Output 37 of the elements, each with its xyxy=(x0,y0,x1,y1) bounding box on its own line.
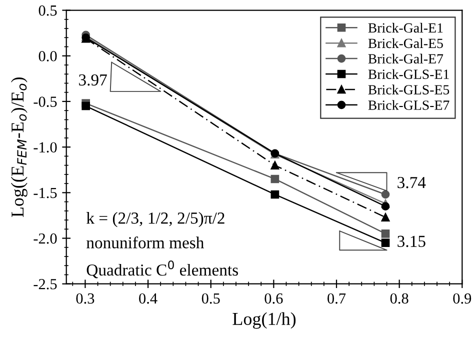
y-tick-label: -1.5 xyxy=(34,188,57,198)
x-tick-label: 0.8 xyxy=(390,293,408,304)
legend-label: Brick-GLS-E5 xyxy=(368,84,450,94)
point xyxy=(381,190,390,199)
x-tick-label: 0.7 xyxy=(328,293,346,304)
legend-label: Brick-Gal-E7 xyxy=(368,54,444,64)
y-tick-label: -0.5 xyxy=(34,96,57,107)
point xyxy=(270,161,280,170)
point xyxy=(381,238,390,247)
x-tick-label: 0.6 xyxy=(264,293,283,304)
annotation: nonuniform mesh xyxy=(86,236,204,248)
annotation: 3.15 xyxy=(398,236,426,248)
point xyxy=(82,102,90,110)
point xyxy=(381,230,390,238)
x-tick-label: 0.4 xyxy=(139,293,158,304)
legend-label: Brick-GLS-E1 xyxy=(368,69,449,79)
y-tick-label: 0.0 xyxy=(38,51,57,62)
point xyxy=(381,213,390,222)
x-tick-label: 0.9 xyxy=(453,293,472,304)
y-tick-label: 0.5 xyxy=(38,5,57,16)
annotation: 3.74 xyxy=(398,176,426,188)
point xyxy=(270,174,280,184)
annotation: k = (2/3, 1/2, 2/5)π/2 xyxy=(86,212,224,228)
x-axis-title: Log(1/h) xyxy=(232,312,296,329)
y-tick-label: -2.5 xyxy=(34,279,57,290)
legend-label: Brick-GLS-E7 xyxy=(368,100,450,110)
point xyxy=(270,190,280,199)
legend-label: Brick-Gal-E5 xyxy=(368,38,443,48)
y-axis-title: Log((E$_{FEM}$-E$_{o}$)/E$_{o}$) xyxy=(10,77,28,218)
point xyxy=(381,202,390,211)
annotation: Quadratic C$^{0}$ elements xyxy=(86,260,238,278)
x-tick-label: 0.5 xyxy=(202,293,220,304)
annotation: 3.97 xyxy=(79,74,107,86)
y-tick-label: -1.0 xyxy=(34,142,57,153)
y-tick-label: -2.0 xyxy=(34,233,57,244)
legend-label: Brick-Gal-E1 xyxy=(368,22,443,33)
x-tick-label: 0.3 xyxy=(76,293,94,304)
